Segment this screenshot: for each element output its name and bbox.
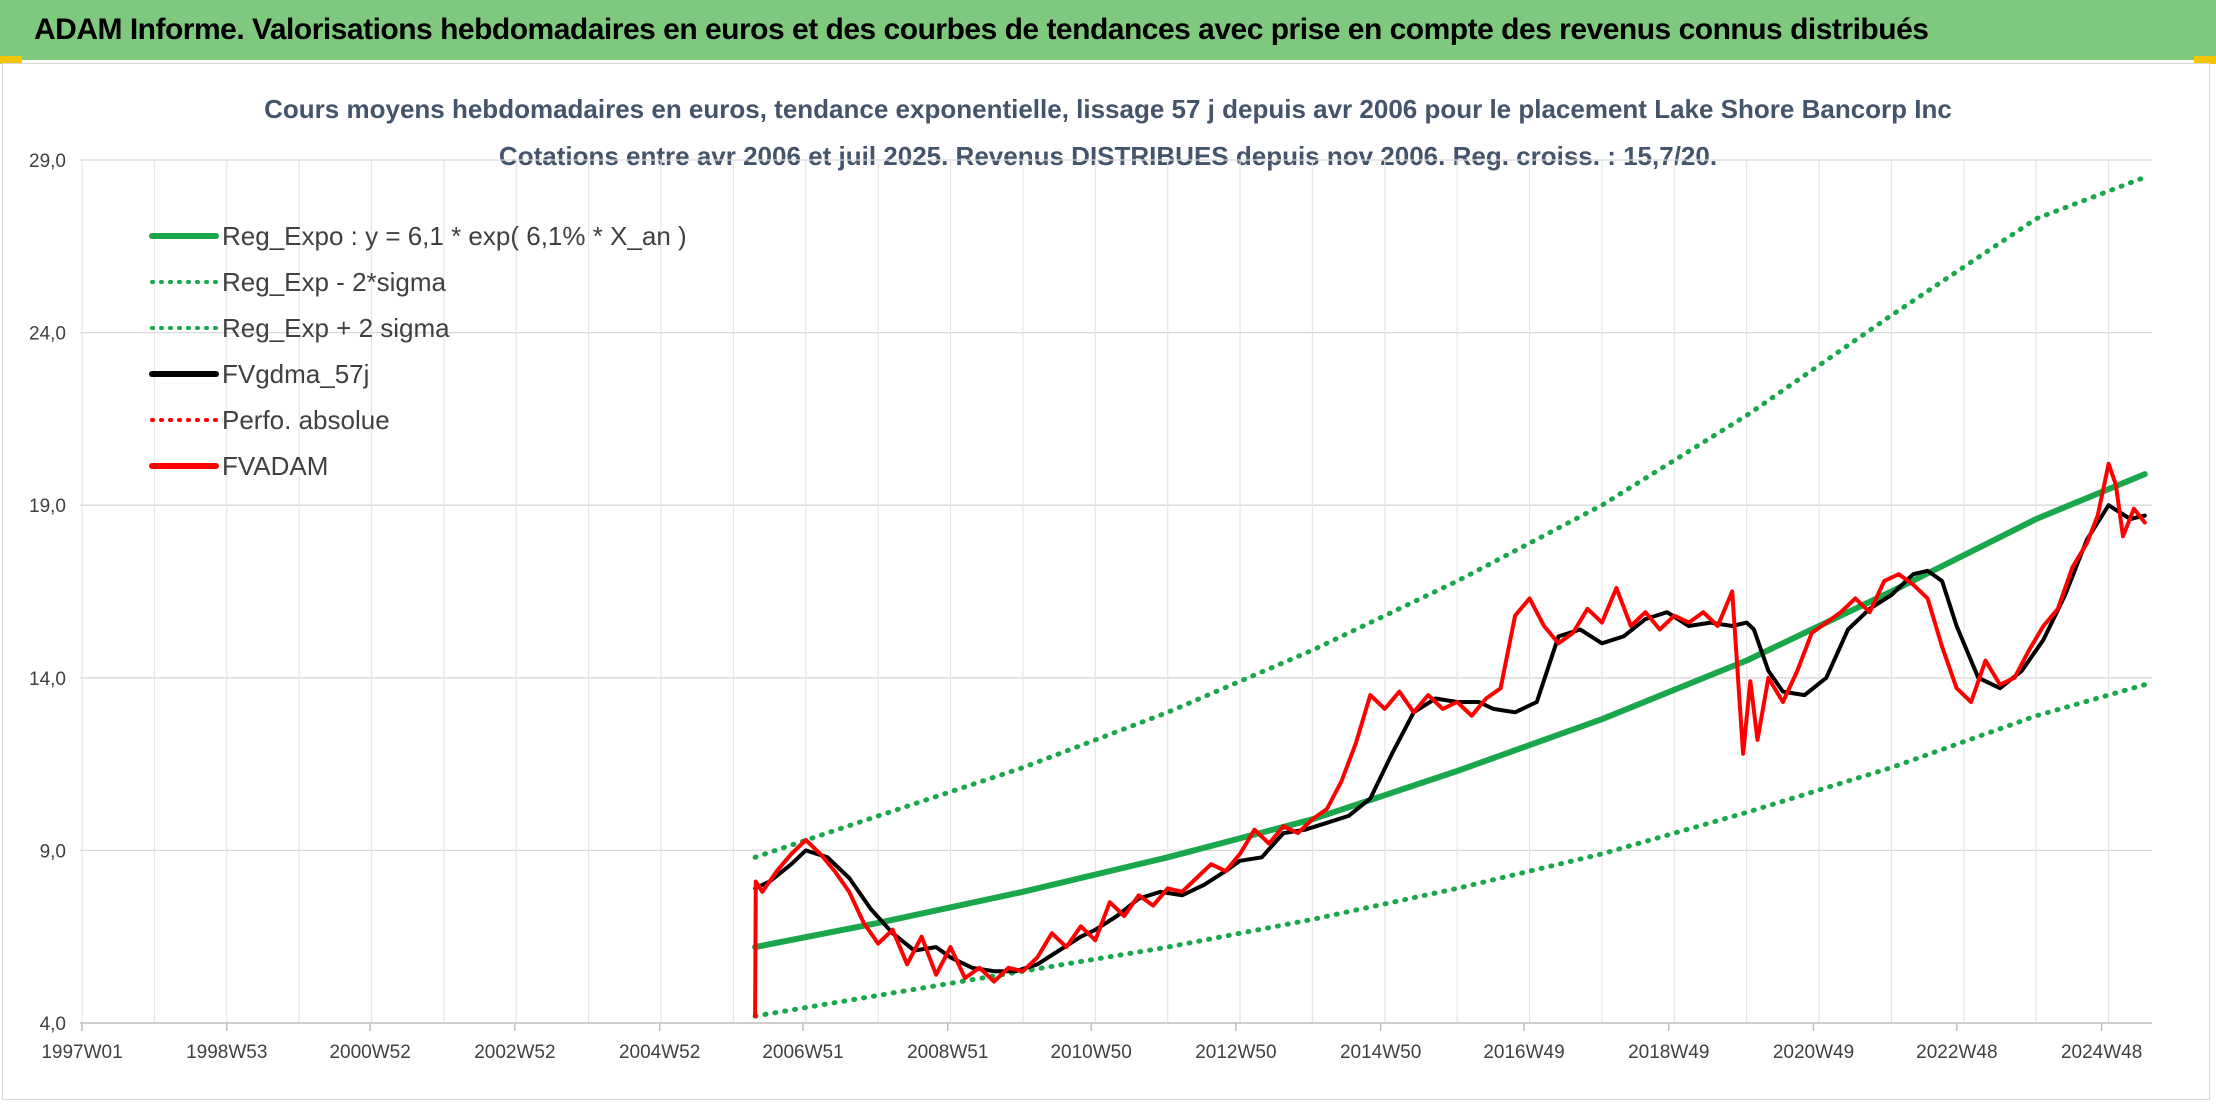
reg-minus-2sigma-line bbox=[752, 682, 2148, 1019]
x-tick-label: 2000W52 bbox=[329, 1042, 410, 1063]
legend-label: Reg_Exp - 2*sigma bbox=[222, 267, 447, 297]
legend-label: Reg_Expo : y = 6,1 * exp( 6,1% * X_an ) bbox=[222, 221, 687, 251]
legend-label: FVADAM bbox=[222, 451, 328, 481]
reg-expo-line bbox=[752, 471, 2148, 951]
corner-marker-left bbox=[0, 56, 22, 64]
legend-label: Reg_Exp + 2 sigma bbox=[222, 313, 450, 343]
x-tick-label: 2022W48 bbox=[1916, 1042, 1997, 1063]
x-tick-label: 2004W52 bbox=[619, 1042, 700, 1063]
x-tick-label: 2016W49 bbox=[1483, 1042, 1564, 1063]
y-tick-label: 24,0 bbox=[29, 324, 66, 345]
y-tick-label: 19,0 bbox=[29, 496, 66, 517]
report-banner: ADAM Informe. Valorisations hebdomadaire… bbox=[0, 0, 2216, 60]
chart-title: Cours moyens hebdomadaires en euros, ten… bbox=[264, 94, 1952, 124]
x-axis: 1997W01 1998W53 2000W52 2002W52 2004W52 2006W… bbox=[41, 1022, 2152, 1063]
chart-subtitle: Cotations entre avr 2006 et juil 2025. R… bbox=[499, 141, 1717, 171]
y-tick-label: 4,0 bbox=[40, 1014, 66, 1035]
x-tick-label: 2008W51 bbox=[907, 1042, 988, 1063]
x-tick-label: 1998W53 bbox=[186, 1042, 267, 1063]
legend-label: Perfo. absolue bbox=[222, 405, 390, 435]
gridlines bbox=[80, 159, 2152, 1024]
x-tick-label: 2024W48 bbox=[2061, 1042, 2142, 1063]
chart-frame bbox=[2, 63, 2210, 1100]
fvgdma-line bbox=[753, 503, 2147, 974]
legend: Reg_Expo : y = 6,1 * exp( 6,1% * X_an ) R… bbox=[149, 221, 687, 481]
report-title: ADAM Informe. Valorisations hebdomadaire… bbox=[34, 13, 1929, 46]
x-tick-label: 2012W50 bbox=[1195, 1042, 1276, 1063]
reg-plus-2sigma-line bbox=[752, 174, 2148, 860]
x-tick-label: 2020W49 bbox=[1773, 1042, 1854, 1063]
x-tick-label: 2002W52 bbox=[474, 1042, 555, 1063]
x-tick-label: 2018W49 bbox=[1628, 1042, 1709, 1063]
x-tick-label: 2010W50 bbox=[1050, 1042, 1131, 1063]
legend-label: FVgdma_57j bbox=[222, 359, 369, 389]
y-axis: 4,0 9,0 14,0 19,0 24,0 29,0 bbox=[29, 151, 66, 1035]
corner-marker-right bbox=[2194, 56, 2216, 64]
y-tick-label: 29,0 bbox=[29, 151, 66, 172]
fvadam-line bbox=[753, 461, 2147, 1019]
x-tick-label: 1997W01 bbox=[41, 1042, 122, 1063]
x-tick-label: 2014W50 bbox=[1340, 1042, 1421, 1063]
series-lines bbox=[752, 174, 2148, 1019]
y-tick-label: 9,0 bbox=[40, 841, 66, 862]
x-tick-label: 2006W51 bbox=[762, 1042, 843, 1063]
y-tick-label: 14,0 bbox=[29, 669, 66, 690]
